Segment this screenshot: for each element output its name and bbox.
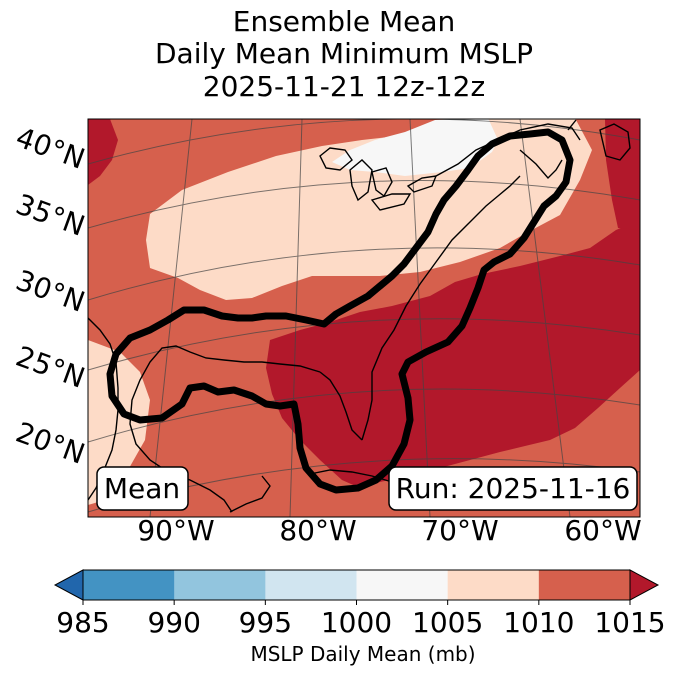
colorbar-tick-label: 1010 bbox=[503, 606, 574, 639]
graticule bbox=[88, 119, 640, 517]
colorbar-bin bbox=[356, 570, 449, 600]
field-1000-1005-band bbox=[146, 119, 592, 300]
field-1010-1015-east bbox=[605, 119, 640, 230]
map-frame bbox=[87, 118, 641, 518]
lon-label-70: 70°W bbox=[421, 514, 498, 547]
lat-label-25: 25°N bbox=[12, 340, 90, 395]
lat-label-20: 20°N bbox=[12, 416, 90, 471]
colorbar-tick-label: 1015 bbox=[594, 606, 665, 639]
colorbar-bin bbox=[447, 570, 540, 600]
colorbar-bin bbox=[83, 570, 175, 600]
field-1010-1015-main bbox=[266, 220, 640, 488]
lon-label-60: 60°W bbox=[564, 514, 641, 547]
map-panel bbox=[88, 119, 640, 517]
run-box: Run: 2025-11-16 bbox=[388, 466, 638, 511]
colorbar-extend-high bbox=[629, 569, 660, 601]
risk-contour bbox=[106, 128, 574, 494]
field-995-1000 bbox=[332, 119, 498, 176]
colorbar-extend-low bbox=[53, 569, 84, 601]
colorbar-tick-label: 995 bbox=[239, 606, 292, 639]
run-box-text: Run: 2025-11-16 bbox=[396, 472, 631, 505]
mean-box-text: Mean bbox=[104, 472, 180, 505]
coastlines bbox=[88, 119, 631, 513]
colorbar-tick-label: 1000 bbox=[321, 606, 392, 639]
colorbar: 985 990 995 1000 1005 1010 1015 MSLP Daily Mea… bbox=[53, 569, 666, 666]
title-line-2: Daily Mean Minimum MSLP bbox=[154, 37, 533, 70]
field-1000-1005-west bbox=[88, 340, 150, 505]
mean-box: Mean bbox=[96, 466, 189, 511]
colorbar-bin bbox=[174, 570, 266, 600]
field-1010-1015-nw bbox=[88, 119, 118, 185]
lat-label-35: 35°N bbox=[12, 188, 90, 243]
lat-label-30: 30°N bbox=[12, 264, 90, 319]
lon-label-80: 80°W bbox=[279, 514, 356, 547]
colorbar-bin bbox=[265, 570, 357, 600]
colorbar-label: MSLP Daily Mean (mb) bbox=[250, 642, 475, 666]
title-line-3: 2025-11-21 12z-12z bbox=[202, 70, 486, 103]
colorbar-tick-label: 985 bbox=[56, 606, 109, 639]
lon-label-90: 90°W bbox=[137, 514, 214, 547]
colorbar-tick-label: 990 bbox=[147, 606, 200, 639]
title-line-1: Ensemble Mean bbox=[232, 5, 456, 38]
lat-label-40: 40°N bbox=[12, 121, 90, 176]
colorbar-bin bbox=[538, 570, 631, 600]
colorbar-tick-label: 1005 bbox=[412, 606, 483, 639]
